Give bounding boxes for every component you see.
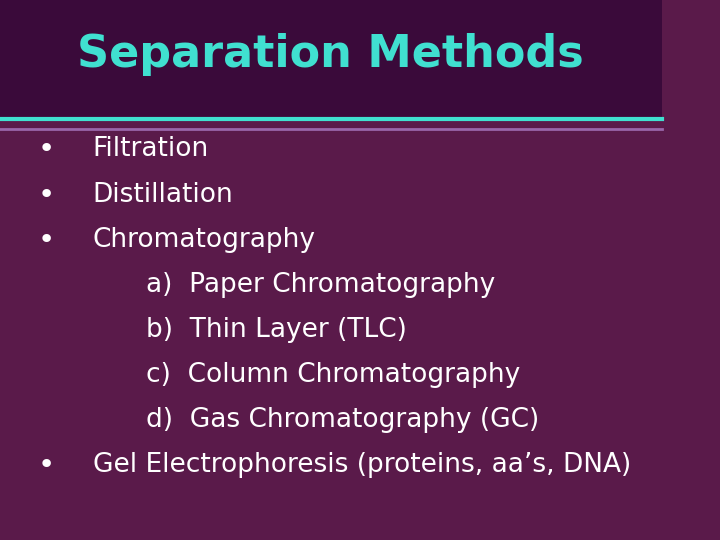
Text: •: •	[37, 136, 55, 164]
Text: •: •	[37, 180, 55, 208]
Text: Gel Electrophoresis (proteins, aa’s, DNA): Gel Electrophoresis (proteins, aa’s, DNA…	[93, 452, 631, 478]
Text: Distillation: Distillation	[93, 181, 233, 207]
Text: Filtration: Filtration	[93, 137, 209, 163]
Text: c)  Column Chromatography: c) Column Chromatography	[145, 362, 520, 388]
FancyBboxPatch shape	[0, 0, 662, 119]
Text: d)  Gas Chromatography (GC): d) Gas Chromatography (GC)	[145, 407, 539, 433]
Text: a)  Paper Chromatography: a) Paper Chromatography	[145, 272, 495, 298]
Text: •: •	[37, 451, 55, 479]
Text: b)  Thin Layer (TLC): b) Thin Layer (TLC)	[145, 317, 406, 343]
Text: Chromatography: Chromatography	[93, 227, 315, 253]
Text: •: •	[37, 226, 55, 254]
Text: Separation Methods: Separation Methods	[78, 32, 584, 76]
